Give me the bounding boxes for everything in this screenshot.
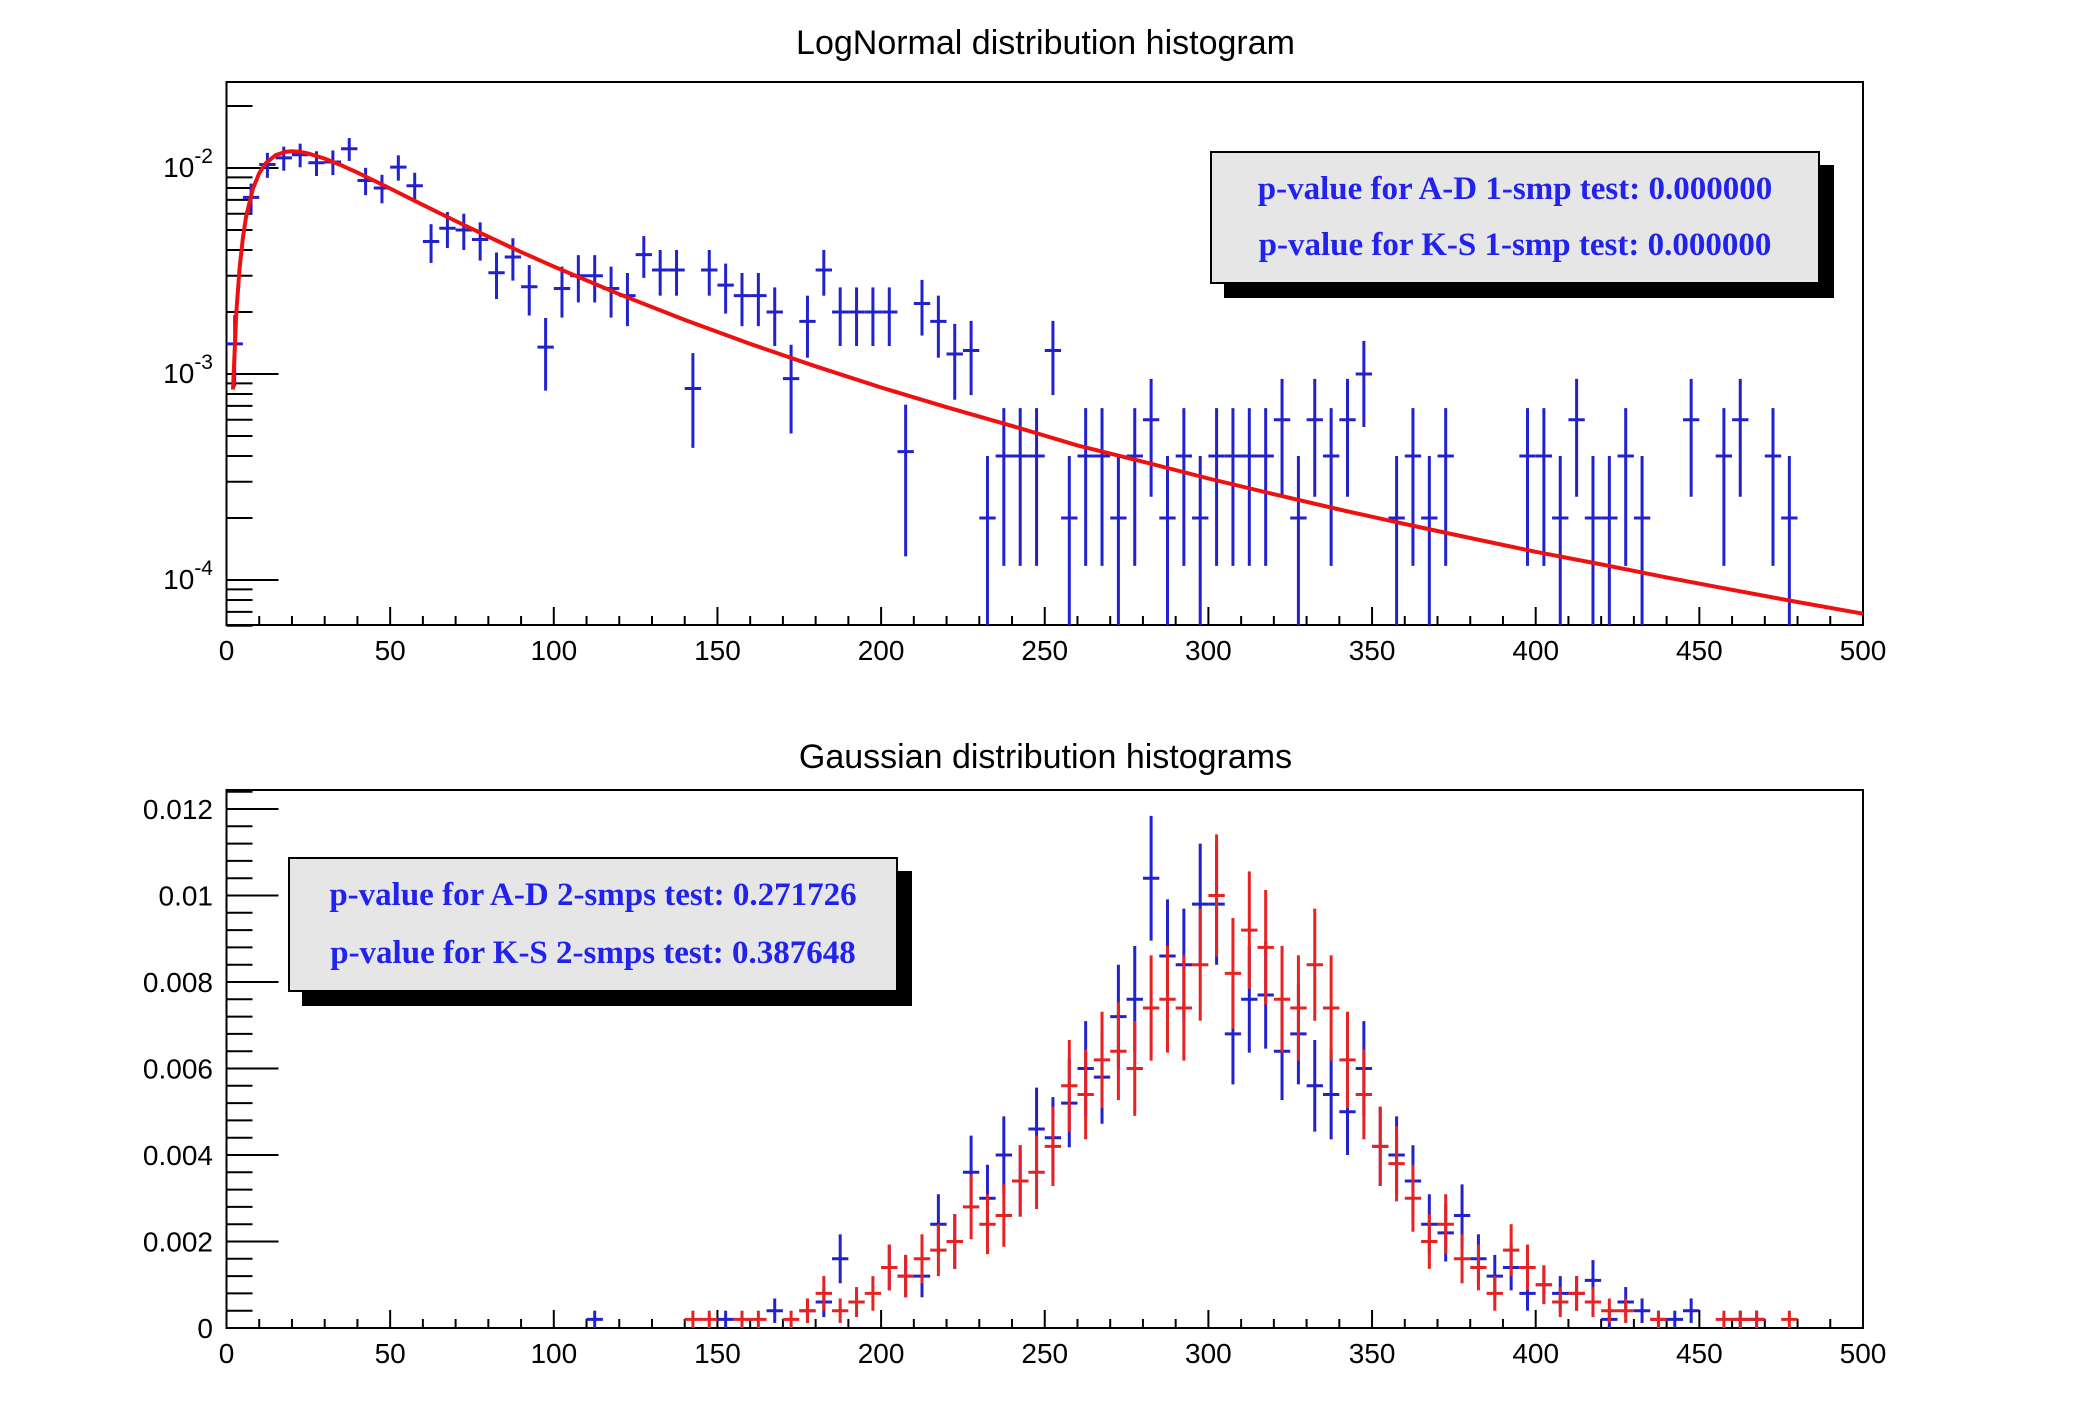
svg-text:200: 200 [858, 1338, 905, 1369]
svg-text:10-4: 10-4 [163, 557, 213, 595]
svg-text:50: 50 [375, 1338, 406, 1369]
svg-text:0.01: 0.01 [159, 881, 214, 912]
svg-text:0.004: 0.004 [143, 1140, 213, 1171]
axes-ticks [225, 104, 1864, 627]
svg-text:350: 350 [1349, 1338, 1396, 1369]
svg-text:500: 500 [1840, 1338, 1887, 1369]
svg-text:300: 300 [1185, 635, 1232, 666]
pvalue-ks-2smps: p-value for K-S 2-smps test: 0.387648 [330, 934, 856, 971]
svg-text:0.008: 0.008 [143, 967, 213, 998]
pvalue-ks-1smp: p-value for K-S 1-smp test: 0.000000 [1258, 227, 1772, 264]
top-panel: 0 50 100 150 200 250 300 350 400 450 500 10-2 10-3 10… [163, 81, 1886, 666]
fit-curve [231, 149, 1864, 616]
marker-series [684, 834, 1798, 1328]
bottom-stats-box: p-value for A-D 2-smps test: 0.271726 p-… [288, 857, 898, 992]
axis-tick-labels: 0 50 100 150 200 250 300 350 400 450 500 0 0.002 0.00… [143, 794, 1886, 1369]
svg-text:300: 300 [1185, 1338, 1232, 1369]
svg-text:100: 100 [530, 1338, 577, 1369]
svg-text:250: 250 [1021, 1338, 1068, 1369]
svg-text:100: 100 [530, 635, 577, 666]
svg-text:150: 150 [694, 1338, 741, 1369]
svg-text:0: 0 [197, 1313, 213, 1344]
top-panel-title: LogNormal distribution histogram [796, 24, 1295, 62]
svg-text:0: 0 [219, 1338, 235, 1369]
svg-text:10-3: 10-3 [163, 351, 213, 389]
svg-text:400: 400 [1512, 635, 1559, 666]
top-stats-box: p-value for A-D 1-smp test: 0.000000 p-v… [1210, 151, 1820, 284]
axis-tick-labels: 0 50 100 150 200 250 300 350 400 450 500 10-2 10-3 10… [163, 145, 1886, 666]
svg-text:200: 200 [858, 635, 905, 666]
svg-text:0.012: 0.012 [143, 794, 213, 825]
svg-text:50: 50 [375, 635, 406, 666]
svg-text:450: 450 [1676, 635, 1723, 666]
svg-text:400: 400 [1512, 1338, 1559, 1369]
svg-text:250: 250 [1021, 635, 1068, 666]
svg-text:450: 450 [1676, 1338, 1723, 1369]
pvalue-ad-1smp: p-value for A-D 1-smp test: 0.000000 [1257, 170, 1773, 207]
svg-text:0.002: 0.002 [143, 1227, 213, 1258]
svg-text:10-2: 10-2 [163, 145, 213, 183]
svg-text:0: 0 [219, 635, 235, 666]
svg-text:150: 150 [694, 635, 741, 666]
marker-series [226, 138, 1798, 625]
axes-ticks [225, 790, 1864, 1329]
bottom-panel-title: Gaussian distribution histograms [798, 738, 1293, 776]
svg-text:500: 500 [1840, 635, 1887, 666]
svg-text:350: 350 [1349, 635, 1396, 666]
svg-text:0.006: 0.006 [143, 1054, 213, 1085]
bottom-panel: 0 50 100 150 200 250 300 350 400 450 500 0 0.002 0.00… [143, 789, 1886, 1369]
pvalue-ad-2smps: p-value for A-D 2-smps test: 0.271726 [329, 877, 857, 914]
